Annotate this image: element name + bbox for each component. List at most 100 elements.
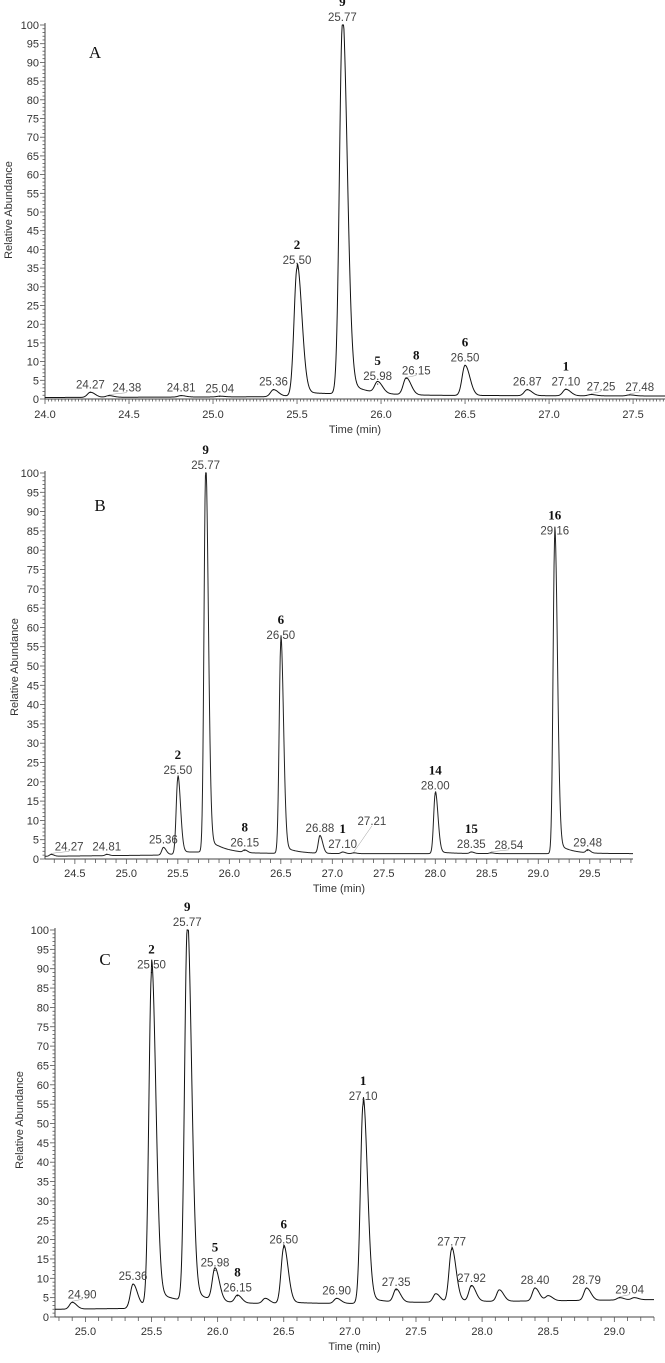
peak-rt-label: 29.04	[615, 1285, 644, 1297]
peak-compound-number: 6	[281, 1216, 288, 1231]
peak-rt-label: 26.90	[322, 1285, 351, 1297]
peak-compound-number: 8	[242, 820, 249, 835]
peak-label-leader	[629, 391, 640, 395]
peak-apex-marker	[180, 395, 182, 397]
y-tick-label: 90	[27, 507, 39, 519]
peak-compound-number: 14	[429, 762, 443, 777]
x-tick-label: 26.0	[207, 1326, 228, 1338]
peak-rt-label: 25.98	[363, 371, 392, 383]
peak-apex-marker	[341, 24, 343, 26]
peak-rt-label: 28.35	[457, 839, 486, 851]
y-tick-label: 95	[37, 944, 49, 956]
peak-rt-label: 26.50	[266, 630, 295, 642]
y-tick-label: 100	[21, 468, 39, 480]
y-tick-label: 30	[27, 282, 39, 294]
peak-apex-marker	[177, 777, 179, 779]
panel-label: B	[94, 496, 105, 515]
peak-apex-marker	[132, 1283, 134, 1285]
x-tick-label: 27.0	[322, 868, 343, 880]
peak-rt-label: 26.50	[451, 352, 480, 364]
peak-apex-marker	[162, 846, 165, 849]
peak-rt-label: 28.00	[421, 780, 450, 792]
y-tick-label: 80	[37, 1002, 49, 1014]
peak-compound-number: 1	[360, 1073, 367, 1088]
peak-rt-label: 24.38	[112, 383, 141, 395]
y-tick-label: 0	[33, 394, 39, 406]
x-tick-label: 27.5	[373, 868, 394, 880]
y-tick-label: 10	[37, 1273, 49, 1285]
peak-apex-marker	[526, 389, 528, 391]
peak-rt-label: 27.92	[457, 1273, 486, 1285]
peak-apex-marker	[587, 849, 589, 852]
y-tick-label: 15	[37, 1254, 49, 1266]
peak-rt-label: 25.36	[259, 377, 288, 389]
peak-compound-number: 9	[339, 0, 346, 9]
y-tick-label: 55	[27, 188, 39, 200]
peak-label-leader	[51, 851, 70, 854]
peak-apex-marker	[629, 394, 631, 396]
y-tick-label: 90	[37, 964, 49, 976]
peak-apex-marker	[205, 472, 207, 474]
y-tick-label: 0	[43, 1312, 49, 1324]
peak-compound-number: 16	[548, 508, 562, 523]
y-tick-label: 70	[37, 1041, 49, 1053]
panel-B: 0 5 10 15 20 25 30 35 40 45 50 55 60 65 70 75 80 85 90 95 10…	[9, 442, 633, 895]
y-tick-label: 25	[37, 1215, 49, 1227]
peak-rt-label: 25.36	[119, 1271, 148, 1283]
peak-apex-marker	[342, 851, 344, 853]
x-tick-label: 28.5	[538, 1326, 559, 1338]
y-tick-label: 30	[27, 738, 39, 750]
peak-rt-label: 28.79	[572, 1275, 601, 1287]
y-tick-label: 75	[27, 114, 39, 126]
peak-rt-label: 29.16	[540, 526, 569, 538]
y-tick-label: 85	[27, 76, 39, 88]
y-tick-label: 5	[33, 375, 39, 387]
y-tick-label: 55	[37, 1099, 49, 1111]
x-tick-label: 27.5	[622, 409, 643, 421]
peak-rt-label: 26.88	[306, 823, 335, 835]
peak-compound-number: 2	[294, 237, 301, 252]
y-tick-label: 75	[27, 565, 39, 577]
y-tick-label: 70	[27, 584, 39, 596]
peak-apex-marker	[319, 835, 321, 837]
y-tick-label: 50	[27, 207, 39, 219]
y-tick-label: 15	[27, 796, 39, 808]
x-tick-label: 26.5	[273, 1326, 294, 1338]
peak-apex-marker	[283, 1246, 285, 1248]
peak-rt-label: 27.48	[625, 382, 654, 394]
peak-rt-label: 24.81	[92, 841, 121, 853]
peak-apex-marker	[89, 391, 91, 393]
peak-compound-number: 1	[339, 821, 346, 836]
y-tick-label: 85	[37, 983, 49, 995]
peak-compound-number: 15	[465, 821, 479, 836]
peak-apex-marker	[451, 1248, 453, 1250]
y-tick-label: 65	[27, 151, 39, 163]
peak-apex-marker	[619, 1297, 621, 1299]
x-tick-label: 27.5	[405, 1326, 426, 1338]
y-tick-label: 45	[27, 226, 39, 238]
y-axis-label: Relative Abundance	[9, 618, 21, 716]
y-tick-label: 0	[33, 854, 39, 866]
y-tick-label: 45	[27, 680, 39, 692]
peak-apex-marker	[490, 852, 492, 854]
peak-apex-marker	[296, 267, 298, 269]
x-tick-label: 27.0	[339, 1326, 360, 1338]
peak-rt-label: 26.87	[513, 377, 542, 389]
peak-apex-marker	[464, 364, 466, 366]
y-tick-label: 60	[37, 1080, 49, 1092]
trace-A	[45, 24, 665, 398]
y-tick-label: 10	[27, 357, 39, 369]
peak-apex-marker	[244, 849, 246, 852]
peak-apex-marker	[470, 1285, 473, 1287]
y-tick-label: 35	[27, 263, 39, 275]
peak-rt-label: 27.77	[437, 1236, 466, 1248]
peak-apex-marker	[395, 1289, 397, 1291]
x-tick-label: 27.0	[538, 409, 559, 421]
peak-rt-label: 24.27	[76, 379, 105, 391]
y-tick-label: 25	[27, 301, 39, 313]
peak-rt-label: 26.15	[230, 838, 259, 850]
peak-apex-marker	[150, 971, 153, 974]
y-tick-label: 65	[37, 1060, 49, 1072]
y-tick-label: 20	[27, 319, 39, 331]
